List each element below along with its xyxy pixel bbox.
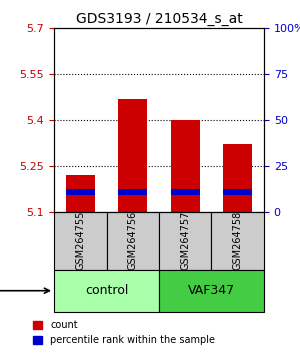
Bar (171, 189, 200, 195)
FancyBboxPatch shape (159, 270, 264, 312)
Bar (223, 189, 252, 195)
FancyBboxPatch shape (159, 212, 211, 270)
Bar (171, 120, 200, 212)
Text: GSM264756: GSM264756 (128, 211, 138, 270)
FancyBboxPatch shape (54, 270, 159, 312)
Bar (118, 189, 147, 195)
Bar (223, 144, 252, 212)
Title: GDS3193 / 210534_s_at: GDS3193 / 210534_s_at (76, 12, 242, 26)
Text: GSM264755: GSM264755 (75, 211, 85, 270)
Bar (66, 189, 95, 195)
Text: GSM264758: GSM264758 (233, 211, 243, 270)
Text: agent: agent (0, 284, 50, 297)
FancyBboxPatch shape (212, 212, 264, 270)
FancyBboxPatch shape (106, 212, 159, 270)
Bar (66, 175, 95, 212)
Text: GSM264757: GSM264757 (180, 211, 190, 270)
FancyBboxPatch shape (54, 212, 106, 270)
Text: VAF347: VAF347 (188, 284, 235, 297)
Text: control: control (85, 284, 128, 297)
Legend: count, percentile rank within the sample: count, percentile rank within the sample (29, 316, 219, 349)
Bar (118, 98, 147, 212)
